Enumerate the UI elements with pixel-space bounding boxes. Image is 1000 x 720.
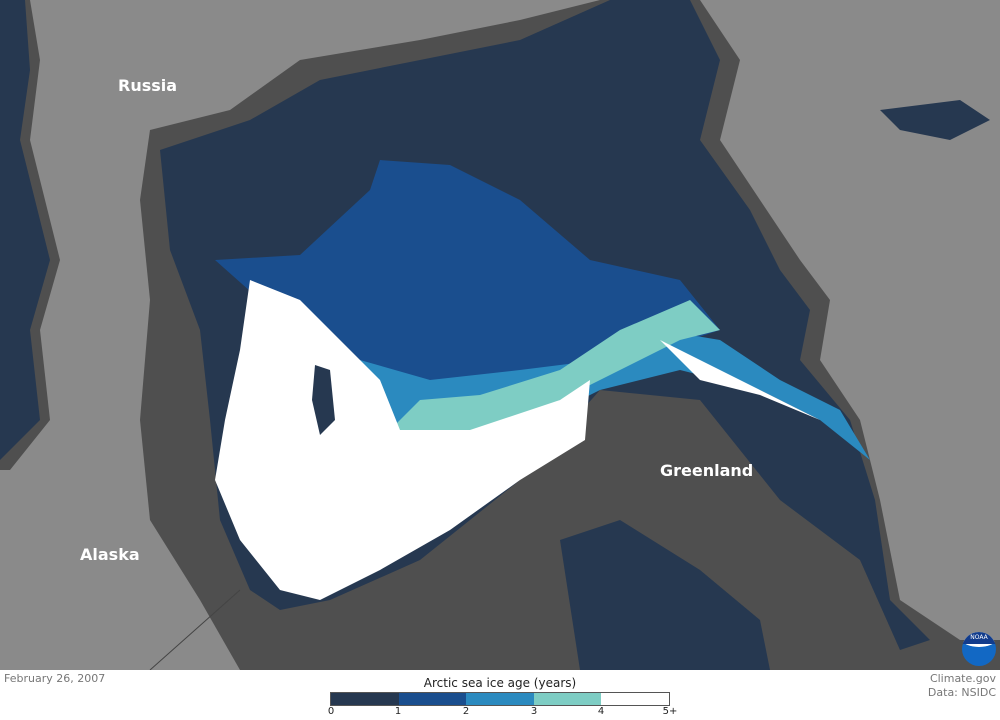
- sea-ice-map: [0, 0, 1000, 670]
- legend-swatch-0-1: [331, 693, 399, 705]
- boundary-line: [149, 589, 241, 670]
- credit-source: Climate.gov: [929, 672, 996, 685]
- ice-age-3-4: [320, 300, 720, 520]
- label-alaska: Alaska: [80, 545, 140, 564]
- legend-title: Arctic sea ice age (years): [423, 676, 577, 690]
- ocean-hole: [312, 365, 335, 435]
- legend-swatch-1-2: [398, 693, 467, 705]
- legend-tick: 3: [530, 706, 538, 717]
- noaa-logo: NOAA: [962, 632, 996, 666]
- legend-swatch-4-5: [601, 693, 669, 705]
- legend-swatch-3-4: [533, 693, 602, 705]
- label-russia: Russia: [118, 76, 178, 95]
- credit: Climate.gov Data: NSIDC: [928, 672, 996, 700]
- legend-tick: 0: [327, 706, 335, 717]
- legend-tick: 1: [394, 706, 402, 717]
- legend-tick: 2: [462, 706, 470, 717]
- legend-color-bar: [330, 692, 670, 706]
- legend-tick: 5+: [662, 706, 678, 717]
- label-greenland: Greenland: [660, 461, 754, 480]
- legend-tick: 4: [597, 706, 605, 717]
- legend-swatch-2-3: [466, 693, 534, 705]
- date-label: February 26, 2007: [4, 672, 106, 685]
- ice-age-5-plus: [215, 280, 820, 600]
- ice-age-1-2: [215, 160, 720, 400]
- credit-data: Data: NSIDC: [927, 686, 996, 699]
